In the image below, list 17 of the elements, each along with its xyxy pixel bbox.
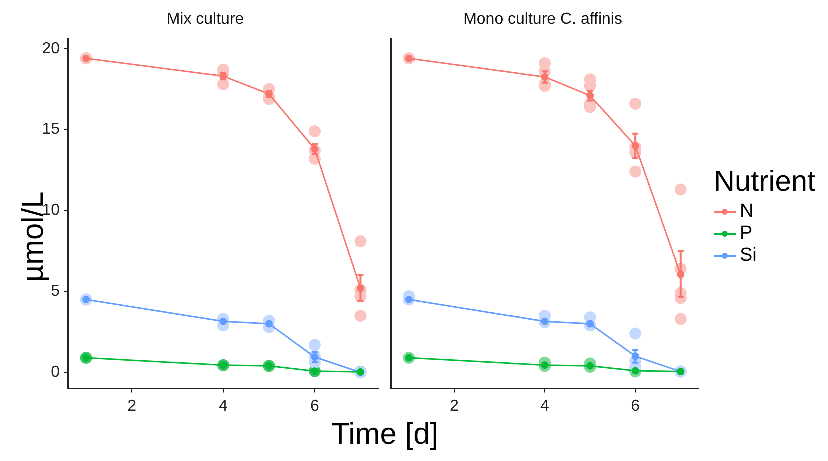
y-tick-label: 15 <box>42 121 60 138</box>
legend-label: Si <box>740 245 757 267</box>
x-tick-label: 6 <box>631 398 640 415</box>
y-tick-label: 0 <box>51 364 60 382</box>
y-tick-label: 20 <box>42 40 60 58</box>
x-tick-label: 2 <box>128 398 137 415</box>
legend-title: Nutrient <box>714 166 816 199</box>
legend-label: P <box>740 223 753 245</box>
x-tick-label: 4 <box>540 398 550 415</box>
x-axis-title: Time [d] <box>330 418 440 452</box>
chart-title: Mono culture C. affinis <box>464 11 622 28</box>
x-tick-label: 4 <box>219 398 228 415</box>
x-tick-label: 2 <box>450 398 459 415</box>
y-tick-label: 5 <box>51 283 60 300</box>
chart-title: Mix culture <box>166 11 244 28</box>
x-tick-label: 6 <box>310 398 320 415</box>
legend-label: N <box>740 201 754 223</box>
